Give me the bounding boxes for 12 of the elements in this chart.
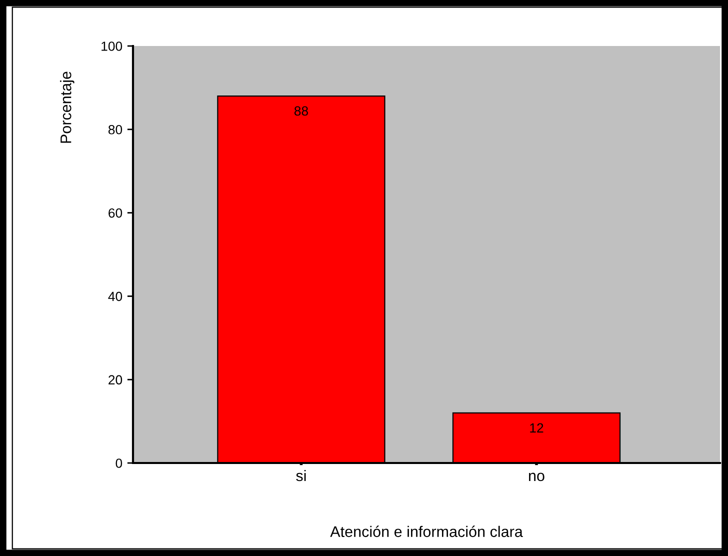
- y-tick-label: 0: [116, 458, 122, 468]
- y-tick-label: 20: [108, 375, 122, 385]
- y-tick-label: 100: [102, 42, 122, 51]
- x-tick-label: no: [529, 472, 544, 482]
- y-tick-label: 40: [108, 292, 122, 302]
- x-axis-title: Atención e información clara: [330, 526, 523, 538]
- data-label: 12: [530, 423, 544, 432]
- y-tick-label: 60: [108, 208, 122, 218]
- y-tick-label: 80: [108, 124, 122, 134]
- y-axis-title: Porcentaje: [60, 72, 74, 143]
- data-label: 88: [294, 106, 308, 116]
- x-tick-label: si: [296, 470, 306, 482]
